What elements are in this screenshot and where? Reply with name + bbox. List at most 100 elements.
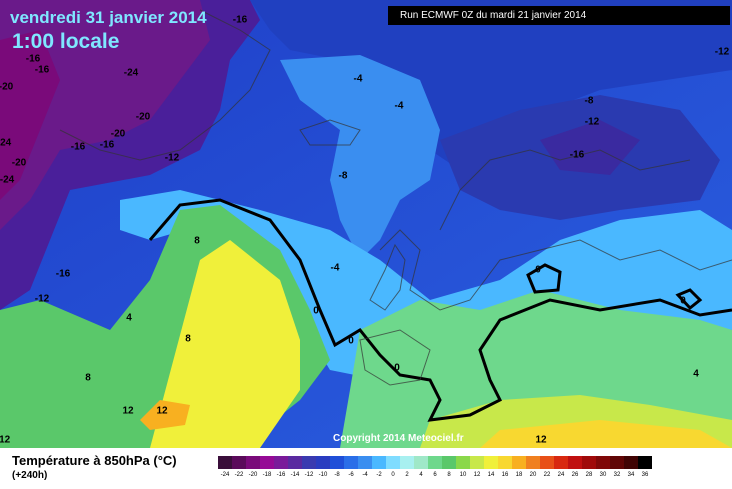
scale-tick: 28: [585, 472, 593, 478]
scale-tick: 12: [473, 472, 481, 478]
isotherm-label: -8: [338, 170, 348, 182]
scale-tick: 20: [529, 472, 537, 478]
scale-swatch: [386, 456, 400, 469]
scale-tick: -8: [334, 472, 340, 478]
russia-cold: [540, 120, 640, 175]
isotherm-label: -24: [123, 67, 139, 79]
scale-tick: 36: [641, 472, 649, 478]
copyright: Copyright 2014 Meteociel.fr: [333, 433, 464, 444]
scale-tick: -6: [348, 472, 354, 478]
scale-swatch: [526, 456, 540, 469]
scale-swatch: [582, 456, 596, 469]
scale-tick: 14: [487, 472, 495, 478]
color-scale-ticks: -24 -22 -20 -18 -16 -14 -12 -10 -8 -6 -4 -2 0 2 4 6 8 10 1…: [218, 472, 652, 478]
scale-swatch: [456, 456, 470, 469]
isotherm-label: -16: [569, 149, 585, 161]
africa-warm: [480, 420, 732, 448]
scale-tick: 22: [543, 472, 551, 478]
scale-swatch: [372, 456, 386, 469]
isotherm-label: 0: [394, 362, 400, 374]
scale-swatch: [274, 456, 288, 469]
isotherm-label: 0: [680, 295, 686, 307]
isotherm-label: 12: [156, 405, 168, 417]
coastline-iceland: [299, 119, 361, 146]
scale-tick: -20: [248, 472, 258, 478]
scale-swatch: [414, 456, 428, 469]
color-scale: [218, 456, 652, 469]
cold-region-north: [250, 0, 732, 170]
isotherm-label: -8: [584, 95, 594, 107]
legend-title: Température à 850hPa (°C): [12, 453, 177, 468]
cool-tongue: [280, 55, 440, 260]
scale-swatch: [554, 456, 568, 469]
isotherm-label: 8: [185, 333, 191, 345]
scale-tick: -24: [220, 472, 230, 478]
isotherm-label: -12: [34, 293, 50, 305]
scale-tick: 18: [515, 472, 523, 478]
scale-tick: -12: [304, 472, 314, 478]
scale-swatch: [470, 456, 484, 469]
scale-tick: -16: [276, 472, 286, 478]
isotherm-label: -16: [99, 139, 115, 151]
scale-swatch: [568, 456, 582, 469]
warm-atlantic-yellow: [150, 240, 300, 448]
very-cold-region: [0, 0, 210, 230]
scale-tick: 4: [419, 472, 423, 478]
scale-tick: -10: [318, 472, 328, 478]
isotherm-label: -16: [232, 14, 248, 26]
scale-tick: -2: [376, 472, 382, 478]
scale-tick: 10: [459, 472, 467, 478]
scale-swatch: [400, 456, 414, 469]
isotherm-label: -24: [0, 137, 12, 149]
coastline-iberia: [359, 329, 431, 386]
scale-swatch: [512, 456, 526, 469]
scale-swatch: [638, 456, 652, 469]
zero-isotherm-loop: [526, 263, 562, 294]
isotherm-label: -4: [394, 100, 404, 112]
coastline-greenland: [59, 9, 271, 161]
isotherm-label: 12: [122, 405, 134, 417]
forecast-time: 1:00 locale: [12, 30, 120, 53]
scale-swatch: [498, 456, 512, 469]
coastline-uk: [369, 243, 406, 311]
scale-tick: 30: [599, 472, 607, 478]
isotherm-label: 4: [126, 312, 132, 324]
isotherm-label: 0: [313, 305, 319, 317]
scale-swatch: [218, 456, 232, 469]
scale-swatch: [540, 456, 554, 469]
scale-tick: 26: [571, 472, 579, 478]
scale-swatch: [316, 456, 330, 469]
isotherm-label: 8: [194, 235, 200, 247]
scale-tick: 34: [627, 472, 635, 478]
isotherm-label: 0: [535, 264, 541, 276]
scale-tick: 32: [613, 472, 621, 478]
model-run-info: Run ECMWF 0Z du mardi 21 janvier 2014: [388, 6, 730, 25]
coastline-europe: [379, 229, 732, 311]
scale-swatch: [442, 456, 456, 469]
scale-swatch: [428, 456, 442, 469]
isotherm-label: 0: [348, 335, 354, 347]
scale-swatch: [596, 456, 610, 469]
isotherm-label: -12: [0, 434, 11, 446]
legend-footer: Température à 850hPa (°C) (+240h) -24 -22…: [0, 448, 732, 489]
warm-atlantic-orange: [140, 400, 190, 430]
scale-tick: -4: [362, 472, 368, 478]
isotherm-label: -16: [34, 64, 50, 76]
scale-swatch: [232, 456, 246, 469]
scale-swatch: [344, 456, 358, 469]
isotherm-label: 4: [693, 368, 699, 380]
legend-subtitle: (+240h): [12, 470, 48, 481]
scale-swatch: [330, 456, 344, 469]
scale-tick: 16: [501, 472, 509, 478]
isotherm-label: -20: [110, 128, 126, 140]
scale-swatch: [624, 456, 638, 469]
zero-isotherm-loop-east: [675, 288, 703, 311]
cool-tongue-2: [120, 190, 732, 380]
scale-tick: -22: [234, 472, 244, 478]
isotherm-label: -4: [353, 73, 363, 85]
isotherm-label: 12: [535, 434, 547, 446]
scale-tick: -14: [290, 472, 300, 478]
scale-swatch: [260, 456, 274, 469]
scale-tick: 8: [447, 472, 451, 478]
temperature-map: [0, 0, 732, 448]
